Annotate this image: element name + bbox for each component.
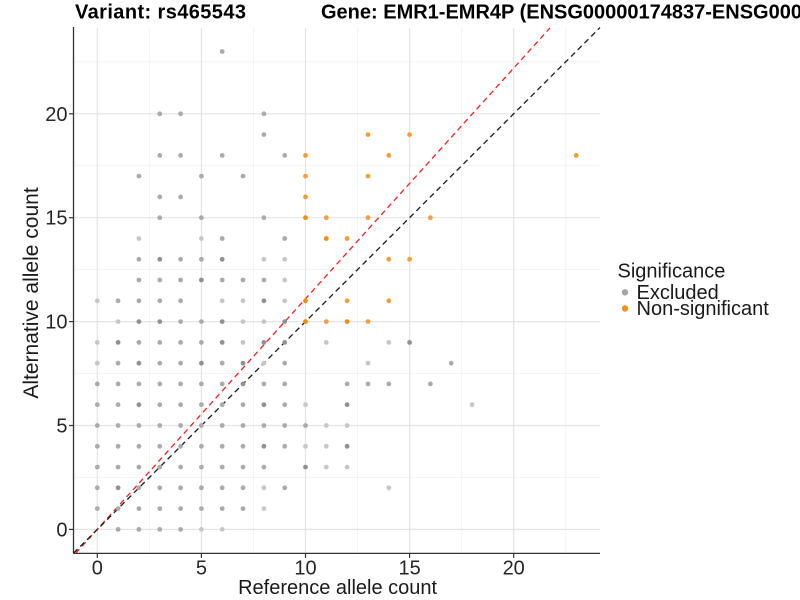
svg-text:0: 0 bbox=[56, 519, 67, 541]
svg-text:Gene: EMR1-EMR4P (ENSG00000174: Gene: EMR1-EMR4P (ENSG00000174837-ENSG00… bbox=[321, 2, 800, 24]
svg-text:Alternative allele count: Alternative allele count bbox=[20, 187, 43, 398]
svg-text:Non-significant: Non-significant bbox=[637, 298, 770, 320]
svg-text:Excluded: Excluded bbox=[637, 282, 719, 304]
svg-text:Significance: Significance bbox=[618, 261, 726, 283]
svg-text:15: 15 bbox=[45, 208, 67, 230]
svg-text:Reference allele count: Reference allele count bbox=[238, 577, 437, 599]
svg-text:20: 20 bbox=[45, 104, 67, 126]
svg-text:10: 10 bbox=[294, 557, 316, 579]
svg-text:15: 15 bbox=[398, 557, 420, 579]
svg-text:Variant: rs465543: Variant: rs465543 bbox=[75, 2, 246, 24]
svg-text:5: 5 bbox=[196, 557, 207, 579]
svg-text:10: 10 bbox=[45, 312, 67, 334]
svg-text:5: 5 bbox=[56, 416, 67, 438]
svg-text:0: 0 bbox=[92, 557, 103, 579]
svg-text:20: 20 bbox=[503, 557, 525, 579]
